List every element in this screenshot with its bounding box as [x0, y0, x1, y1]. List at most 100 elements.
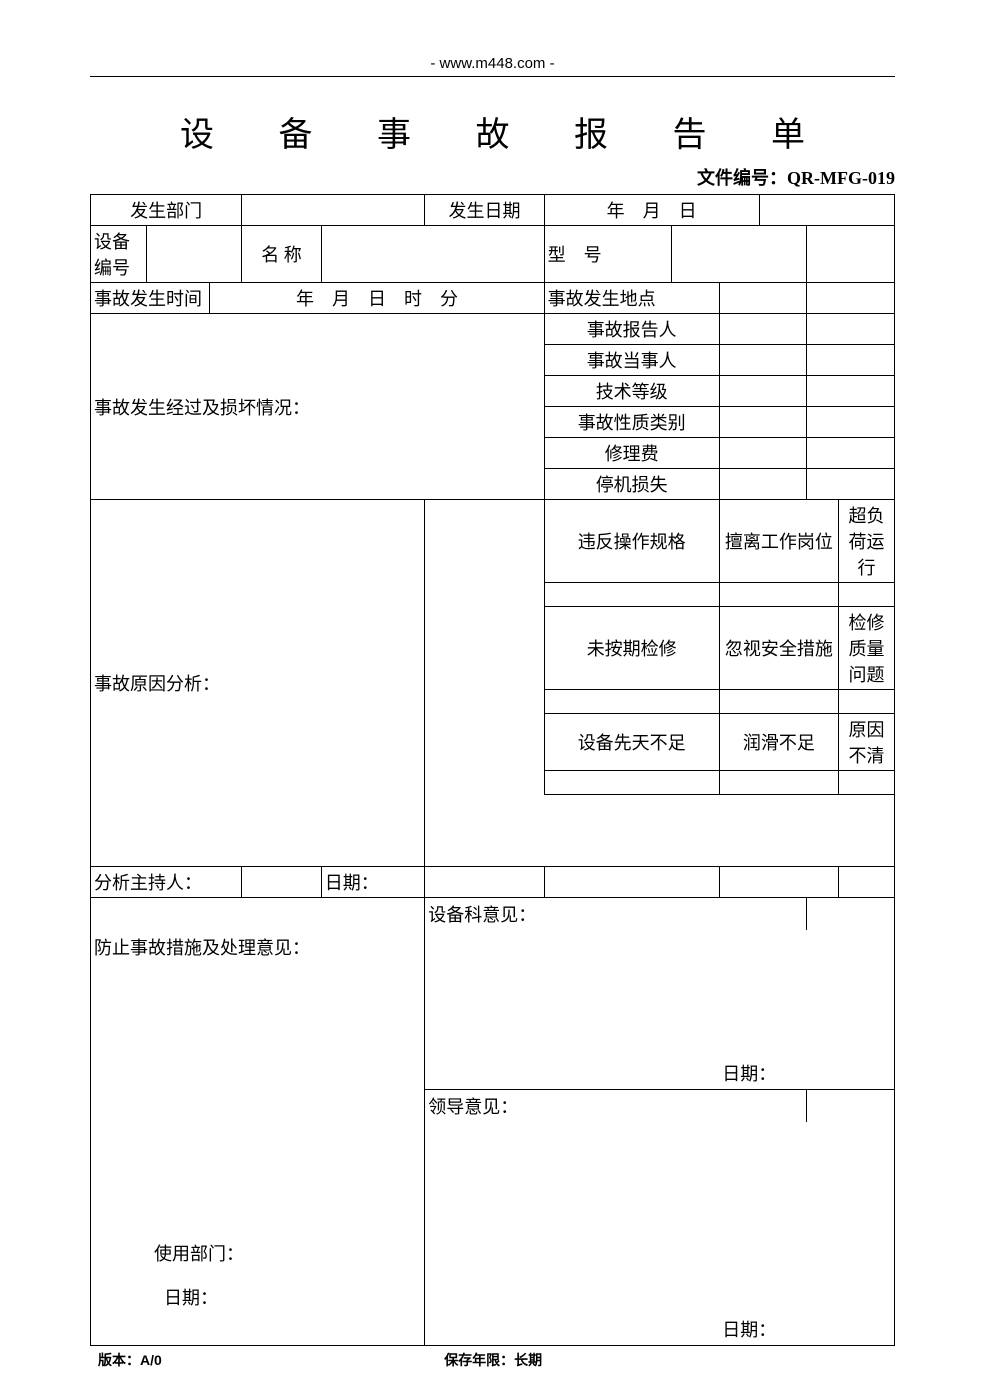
field-host-date[interactable]	[425, 867, 544, 898]
label-cause-a1: 违反操作规格	[544, 500, 719, 583]
cause-col-gap-b	[425, 607, 544, 690]
label-date: 发生日期	[425, 195, 544, 226]
field-repair-fee-extra	[807, 438, 895, 469]
label-prevent: 防止事故措施及处理意见：	[94, 934, 421, 960]
cause-col-gap-a2	[425, 583, 544, 607]
field-process[interactable]: 事故发生经过及损坏情况：	[91, 314, 545, 500]
label-occur-time: 事故发生时间	[91, 283, 210, 314]
equip-opinion-date-gap	[425, 1058, 719, 1090]
cause-col-gap-c2	[425, 771, 544, 795]
host-gap-3	[839, 867, 895, 898]
field-equip-no[interactable]	[146, 226, 242, 283]
label-cause-b1: 未按期检修	[544, 607, 719, 690]
label-analysis-host: 分析主持人：	[91, 867, 242, 898]
label-reporter: 事故报告人	[544, 314, 719, 345]
leader-opinion-date-gap	[425, 1314, 719, 1346]
label-cause-c2: 润滑不足	[719, 714, 838, 771]
equip-opinion-extra	[807, 898, 895, 930]
header-rule	[90, 76, 895, 77]
label-use-dept: 使用部门：	[94, 1240, 421, 1266]
field-nature[interactable]	[719, 407, 807, 438]
field-party-extra	[807, 345, 895, 376]
check-cause-a2[interactable]	[719, 583, 838, 607]
footer-version: 版本：A/0	[90, 1350, 444, 1370]
equip-opinion-line-4[interactable]	[425, 1026, 895, 1058]
label-prevent-date: 日期：	[94, 1284, 421, 1310]
field-reporter-extra	[807, 314, 895, 345]
label-cause-a3: 超负荷运行	[839, 500, 895, 583]
leader-opinion-line-3[interactable]	[425, 1186, 895, 1218]
cause-spacer-2	[425, 819, 895, 843]
check-cause-b1[interactable]	[544, 690, 719, 714]
footer-retention: 保存年限：长期	[444, 1350, 542, 1370]
label-nature: 事故性质类别	[544, 407, 719, 438]
field-occur-time[interactable]: 年 月 日 时 分	[210, 283, 544, 314]
label-cause-a2: 擅离工作岗位	[719, 500, 838, 583]
cause-spacer-3	[425, 843, 895, 867]
check-cause-b3[interactable]	[839, 690, 895, 714]
footer-row: 版本：A/0 保存年限：长期	[90, 1350, 895, 1370]
check-cause-c1[interactable]	[544, 771, 719, 795]
field-reporter[interactable]	[719, 314, 807, 345]
field-repair-fee[interactable]	[719, 438, 807, 469]
check-cause-c3[interactable]	[839, 771, 895, 795]
label-model: 型 号	[544, 226, 671, 283]
label-cause-b2: 忽视安全措施	[719, 607, 838, 690]
check-cause-b2[interactable]	[719, 690, 838, 714]
label-repair-fee: 修理费	[544, 438, 719, 469]
equip-opinion-line-1[interactable]	[425, 930, 895, 962]
check-cause-a1[interactable]	[544, 583, 719, 607]
label-cause-c1: 设备先天不足	[544, 714, 719, 771]
label-leader-opinion-date: 日期：	[719, 1314, 894, 1346]
field-analysis-host[interactable]	[242, 867, 322, 898]
check-cause-a3[interactable]	[839, 583, 895, 607]
field-date[interactable]: 年 月 日	[544, 195, 759, 226]
field-name[interactable]	[321, 226, 544, 283]
cause-col-gap-b2	[425, 690, 544, 714]
label-equip-dept-opinion: 设备科意见：	[425, 898, 807, 930]
cause-col-gap-a	[425, 500, 544, 583]
check-cause-c2[interactable]	[719, 771, 838, 795]
report-form-table: 发生部门 发生日期 年 月 日 设备编号 名 称 型 号 事故发生时间 年 月 …	[90, 194, 895, 1346]
equip-opinion-line-3[interactable]	[425, 994, 895, 1026]
field-prevent[interactable]: 防止事故措施及处理意见： 使用部门： 日期：	[91, 898, 425, 1346]
doc-no-label: 文件编号：	[697, 168, 787, 188]
leader-opinion-line-2[interactable]	[425, 1154, 895, 1186]
field-model[interactable]	[671, 226, 806, 283]
field-occur-place[interactable]	[719, 283, 807, 314]
cause-col-gap-c	[425, 714, 544, 771]
field-downtime-loss[interactable]	[719, 469, 807, 500]
field-downtime-loss-extra	[807, 469, 895, 500]
label-equip-no: 设备编号	[91, 226, 147, 283]
leader-opinion-line-1[interactable]	[425, 1122, 895, 1154]
leader-opinion-line-6[interactable]	[425, 1282, 895, 1314]
field-party[interactable]	[719, 345, 807, 376]
label-equip-opinion-date: 日期：	[719, 1058, 894, 1090]
label-downtime-loss: 停机损失	[544, 469, 719, 500]
label-cause-c3: 原因不清	[839, 714, 895, 771]
cause-spacer-1	[425, 795, 895, 819]
label-cause-b3: 检修质量问题	[839, 607, 895, 690]
leader-opinion-line-5[interactable]	[425, 1250, 895, 1282]
label-host-date: 日期：	[321, 867, 424, 898]
header-url: - www.m448.com -	[90, 55, 895, 72]
doc-no: QR-MFG-019	[787, 168, 895, 188]
field-tech-level[interactable]	[719, 376, 807, 407]
field-cause-analysis[interactable]: 事故原因分析：	[91, 500, 425, 867]
label-dept: 发生部门	[91, 195, 242, 226]
leader-opinion-line-4[interactable]	[425, 1218, 895, 1250]
field-dept[interactable]	[242, 195, 425, 226]
field-nature-extra	[807, 407, 895, 438]
field-occur-place-extra	[807, 283, 895, 314]
equip-opinion-line-2[interactable]	[425, 962, 895, 994]
label-leader-opinion: 领导意见：	[425, 1090, 807, 1122]
label-party: 事故当事人	[544, 345, 719, 376]
host-gap-2	[719, 867, 838, 898]
field-date-extra	[759, 195, 894, 226]
label-name: 名 称	[242, 226, 322, 283]
field-model-extra	[807, 226, 895, 283]
page-title: 设 备 事 故 报 告 单	[90, 107, 895, 156]
host-gap-1	[544, 867, 719, 898]
doc-number-row: 文件编号：QR-MFG-019	[90, 164, 895, 190]
field-tech-level-extra	[807, 376, 895, 407]
